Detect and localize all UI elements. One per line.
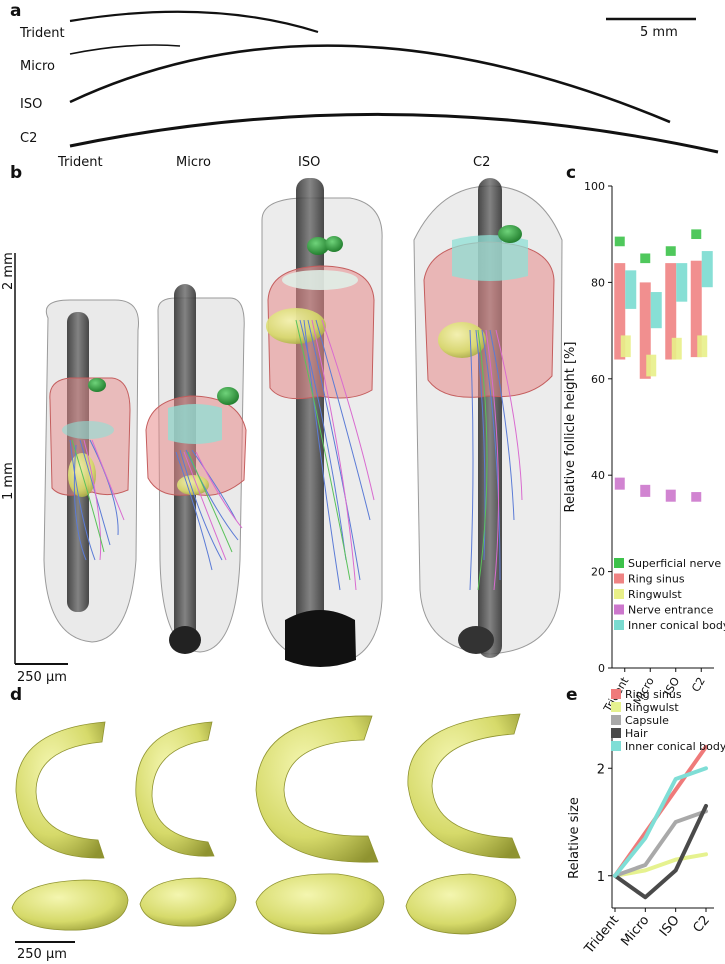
chart-e-legend-swatch-capsule [611, 715, 621, 725]
chart-c-legend-label-inner-conical-body: Inner conical body [628, 619, 725, 632]
chart-c-bar-superficial-nerve [691, 229, 702, 240]
axis-label-1mm: 1 mm [1, 462, 16, 500]
chart-c-bar-inner-conical-body [625, 270, 637, 309]
chart-c-bar-nerve-entrance [665, 489, 676, 502]
chart-c-legend-label-superficial-nerve: Superficial nerve [628, 557, 721, 570]
chart-c-bar-superficial-nerve [640, 253, 651, 264]
chart-c-legend-label-ring-sinus: Ring sinus [628, 573, 685, 586]
panel-c-letter: c [566, 163, 576, 183]
chart-c-ytick-label: 20 [591, 566, 605, 579]
chart-c-ytick-label: 100 [584, 180, 605, 193]
chart-c-legend-label-ringwulst: Ringwulst [628, 588, 682, 601]
model-label-micro: Micro [176, 155, 211, 170]
chart-e-legend-swatch-ring-sinus [611, 689, 621, 699]
chart-c-legend-swatch-superficial-nerve [614, 558, 624, 568]
panel-e-letter: e [566, 685, 578, 705]
chart-c-bar-ring-sinus [639, 282, 651, 379]
chart-c-legend-swatch-nerve-entrance [614, 604, 624, 615]
chart-c-legend-swatch-ringwulst [614, 589, 624, 599]
chart-c-bar-superficial-nerve [614, 236, 625, 247]
chart-c-bar-ring-sinus [614, 263, 626, 360]
chart-e-legend-swatch-hair [611, 728, 621, 738]
chart-c-ylabel: Relative follicle height [%] [563, 342, 578, 513]
panel-b-letter: b [10, 163, 22, 183]
axis-label-2mm: 2 mm [1, 252, 16, 290]
chart-c-ytick-label: 40 [591, 469, 605, 482]
model-label-trident: Trident [57, 155, 103, 170]
chart-c-bar-ringwulst [646, 354, 657, 377]
chart-c-xtick-label-c2: C2 [689, 675, 708, 694]
chart-e-legend-swatch-inner-conical-body [611, 741, 621, 751]
chart-e-xtick-label-c2: C2 [690, 913, 713, 936]
scale-label-a: 5 mm [640, 25, 678, 40]
scale-label-d: 250 µm [17, 947, 67, 962]
panel-a-letter: a [10, 1, 21, 21]
chart-e-xtick-label-iso: ISO [657, 913, 683, 940]
chart-c-bar-inner-conical-body [701, 251, 713, 288]
whisker-trident [69, 10, 319, 34]
model-label-c2: C2 [473, 155, 490, 170]
whisker-label-c2: C2 [20, 131, 37, 146]
chart-c-ytick-label: 0 [598, 662, 605, 675]
chart-c-legend-label-nerve-entrance: Nerve entrance [628, 604, 714, 617]
chart-c-bar-nerve-entrance [691, 492, 702, 502]
chart-c-bar-inner-conical-body [650, 292, 662, 329]
chart-e-legend-label-ring-sinus: Ring sinus [625, 688, 682, 701]
whisker-label-iso: ISO [20, 97, 42, 112]
whisker-label-trident: Trident [19, 26, 65, 41]
chart-e-line-inner-conical-body [613, 766, 708, 878]
scale-label-b: 250 µm [17, 670, 67, 685]
chart-c: 0 20 40 60 80 100 Relative follicle height [%]… [563, 180, 725, 715]
whisker-micro [69, 44, 181, 55]
chart-c-ytick-label: 60 [591, 373, 605, 386]
ring-top-trident [15, 721, 106, 859]
chart-e-ylabel: Relative size [567, 797, 582, 879]
chart-c-ytick-label: 80 [591, 276, 605, 289]
follicle-model-micro [145, 284, 247, 654]
chart-e-xtick-label-trident: Trident [581, 913, 622, 958]
chart-e-line-hair [613, 803, 708, 900]
chart-c-bar-ring-sinus [690, 260, 702, 358]
chart-e-legend-label-capsule: Capsule [625, 714, 669, 727]
chart-c-bar-superficial-nerve [665, 246, 676, 256]
chart-e-ytick-label: 1 [597, 870, 605, 885]
chart-e-legend-label-inner-conical-body: Inner conical body [625, 740, 725, 753]
chart-c-bar-ringwulst [671, 337, 682, 360]
chart-e-line-ringwulst [613, 852, 708, 878]
chart-e-legend-label-hair: Hair [625, 727, 648, 740]
whisker-iso [69, 44, 671, 124]
follicle-model-iso [261, 178, 383, 667]
model-label-iso: ISO [298, 155, 320, 170]
chart-c-bar-ring-sinus [665, 263, 677, 360]
chart-e-xtick-label-micro: Micro [618, 913, 652, 949]
chart-e-ytick-label: 2 [597, 762, 605, 777]
chart-c-bar-ringwulst [620, 335, 631, 358]
chart-c-bar-ringwulst [697, 335, 708, 358]
ring-top-micro [135, 721, 215, 857]
ring-side-micro [139, 877, 237, 927]
chart-e-legend-swatch-ringwulst [611, 702, 621, 712]
ring-side-c2 [405, 873, 517, 935]
panel-b-axis: 2 mm 1 mm 250 µm [1, 252, 68, 685]
ring-side-iso [255, 873, 385, 935]
chart-e-line-capsule [613, 809, 708, 878]
ring-side-trident [11, 879, 129, 931]
panel-a-whiskers: Trident Micro ISO C2 5 mm [19, 10, 719, 154]
chart-e-legend-label-ringwulst: Ringwulst [625, 701, 679, 714]
chart-c-bar-nerve-entrance [640, 484, 651, 497]
chart-c-bar-inner-conical-body [676, 263, 688, 302]
panel-d-letter: d [10, 685, 22, 705]
chart-c-legend-swatch-ring-sinus [614, 573, 624, 584]
chart-c-legend-swatch-inner-conical-body [614, 620, 624, 630]
follicle-model-trident [43, 299, 140, 643]
whisker-c2 [69, 112, 719, 154]
whisker-label-micro: Micro [20, 59, 55, 74]
panel-d-ringwulst-renders: 250 µm [11, 713, 521, 962]
ring-top-iso [255, 715, 379, 863]
follicle-model-c2 [413, 178, 563, 658]
ring-top-c2 [407, 713, 521, 859]
chart-c-bar-nerve-entrance [614, 477, 625, 490]
